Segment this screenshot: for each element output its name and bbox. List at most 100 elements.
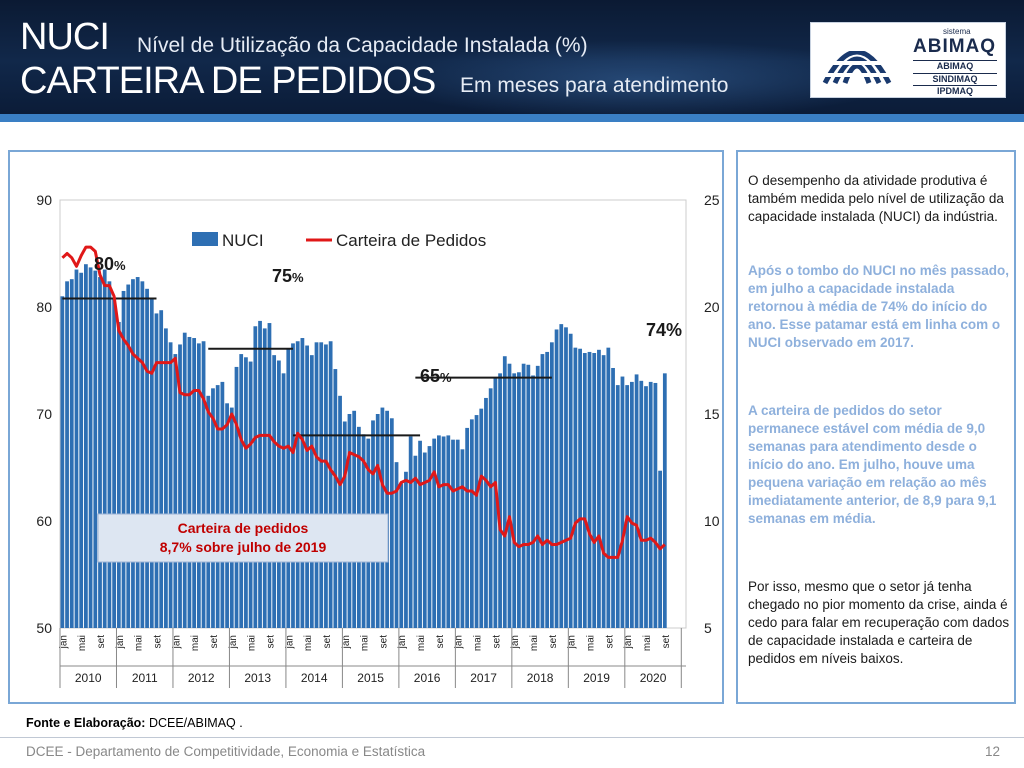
nuci-bar [164, 328, 168, 628]
nuci-bar [564, 327, 568, 628]
x-month-label: jan [454, 635, 465, 649]
nuci-bar [60, 296, 65, 628]
nuci-bar [93, 270, 98, 628]
x-month-label: set [265, 635, 276, 649]
nuci-bar [309, 355, 314, 628]
nuci-bar [479, 408, 484, 628]
nuci-bar [281, 373, 286, 628]
x-month-label: jan [397, 635, 408, 649]
nuci-bar [201, 341, 206, 628]
nuci-bar [239, 354, 244, 628]
nuci-bar [601, 355, 606, 628]
nuci-bar [149, 299, 154, 628]
nuci-bar [168, 342, 173, 628]
x-month-label: jan [341, 635, 352, 649]
nuci-bar [79, 272, 84, 628]
y-right-tick-label: 10 [704, 513, 720, 529]
x-month-label: mai [642, 635, 653, 651]
nuci-bar [112, 299, 117, 628]
nuci-bar [84, 264, 88, 628]
nuci-bar [173, 354, 178, 628]
page-number: 12 [984, 744, 1000, 759]
nuci-bar [441, 436, 446, 628]
nuci-bar [554, 329, 559, 628]
header-accent-band [0, 114, 1024, 122]
x-year-label: 2015 [357, 671, 384, 685]
nuci-bar [98, 277, 102, 628]
x-month-label: mai [247, 635, 258, 651]
nuci-bar [592, 353, 597, 628]
nuci-bar [187, 336, 192, 628]
nuci-bar [116, 321, 121, 628]
nuci-bar [333, 369, 338, 628]
nuci-bar [145, 288, 149, 628]
legend-label-carteira: Carteira de Pedidos [336, 231, 486, 250]
period-level-label: 74% [646, 320, 682, 340]
nuci-bar [196, 343, 201, 628]
title-nuci: NUCI [20, 16, 110, 58]
nuci-bar [328, 341, 333, 628]
nuci-bar [408, 436, 413, 628]
nuci-bar [625, 385, 630, 628]
nuci-bar [507, 363, 512, 628]
x-year-label: 2011 [132, 671, 158, 685]
x-year-label: 2013 [244, 671, 271, 685]
nuci-bar [399, 483, 404, 628]
nuci-bar [488, 388, 493, 628]
y-right-tick-label: 5 [704, 620, 712, 636]
x-month-label: jan [58, 635, 69, 649]
nuci-bar [300, 338, 305, 628]
nuci-bar [469, 419, 474, 628]
x-month-label: jan [284, 635, 295, 649]
nuci-bar [484, 397, 488, 628]
x-year-label: 2020 [640, 671, 667, 685]
nuci-bar [512, 373, 517, 628]
commentary-paragraph-3: A carteira de pedidos do setor permanece… [748, 403, 997, 526]
y-left-tick-label: 70 [36, 406, 52, 422]
nuci-bar [422, 452, 427, 628]
nuci-bar [549, 342, 554, 628]
nuci-bar [465, 427, 470, 628]
nuci-bar [253, 326, 258, 628]
x-month-label: jan [115, 635, 126, 649]
nuci-bar [413, 455, 418, 628]
period-level-label: 65% [420, 366, 452, 386]
nuci-bar [568, 333, 573, 628]
logo-line-ipdmaq: IPDMAQ [913, 85, 997, 96]
nuci-bar [69, 279, 74, 628]
nuci-bar [629, 381, 634, 628]
x-year-label: 2012 [188, 671, 215, 685]
nuci-bar [248, 361, 253, 628]
x-month-label: jan [623, 635, 634, 649]
nuci-bar [262, 328, 267, 628]
nuci-bar [338, 395, 342, 628]
nuci-bar [451, 439, 455, 628]
nuci-bar [540, 354, 545, 628]
annotation-line-1: Carteira de pedidos [178, 520, 309, 536]
period-level-value: 75 [272, 266, 292, 286]
nuci-bar [587, 351, 592, 628]
nuci-bar [182, 332, 187, 628]
x-month-label: jan [228, 635, 239, 649]
x-month-label: set [491, 635, 502, 649]
nuci-bar [535, 365, 540, 628]
nuci-bar [107, 281, 112, 628]
x-month-label: mai [190, 635, 201, 651]
period-level-unit: % [114, 258, 126, 273]
nuci-bar [154, 313, 159, 628]
x-month-label: mai [303, 635, 314, 651]
y-right-tick-label: 15 [704, 406, 720, 422]
nuci-bar [474, 415, 479, 628]
nuci-bar [159, 310, 164, 628]
commentary-paragraph-4: Por isso, mesmo que o setor já tenha che… [748, 579, 1010, 666]
logo-sistema: sistema [943, 27, 971, 36]
nuci-bar [427, 446, 432, 628]
x-month-label: mai [586, 635, 597, 651]
nuci-bar [192, 338, 197, 628]
x-month-label: set [604, 635, 615, 649]
nuci-bar [291, 343, 295, 628]
source-value: DCEE/ABIMAQ . [145, 716, 243, 730]
nuci-bar [258, 320, 262, 628]
nuci-bar [418, 440, 422, 628]
nuci-bar [267, 323, 272, 628]
